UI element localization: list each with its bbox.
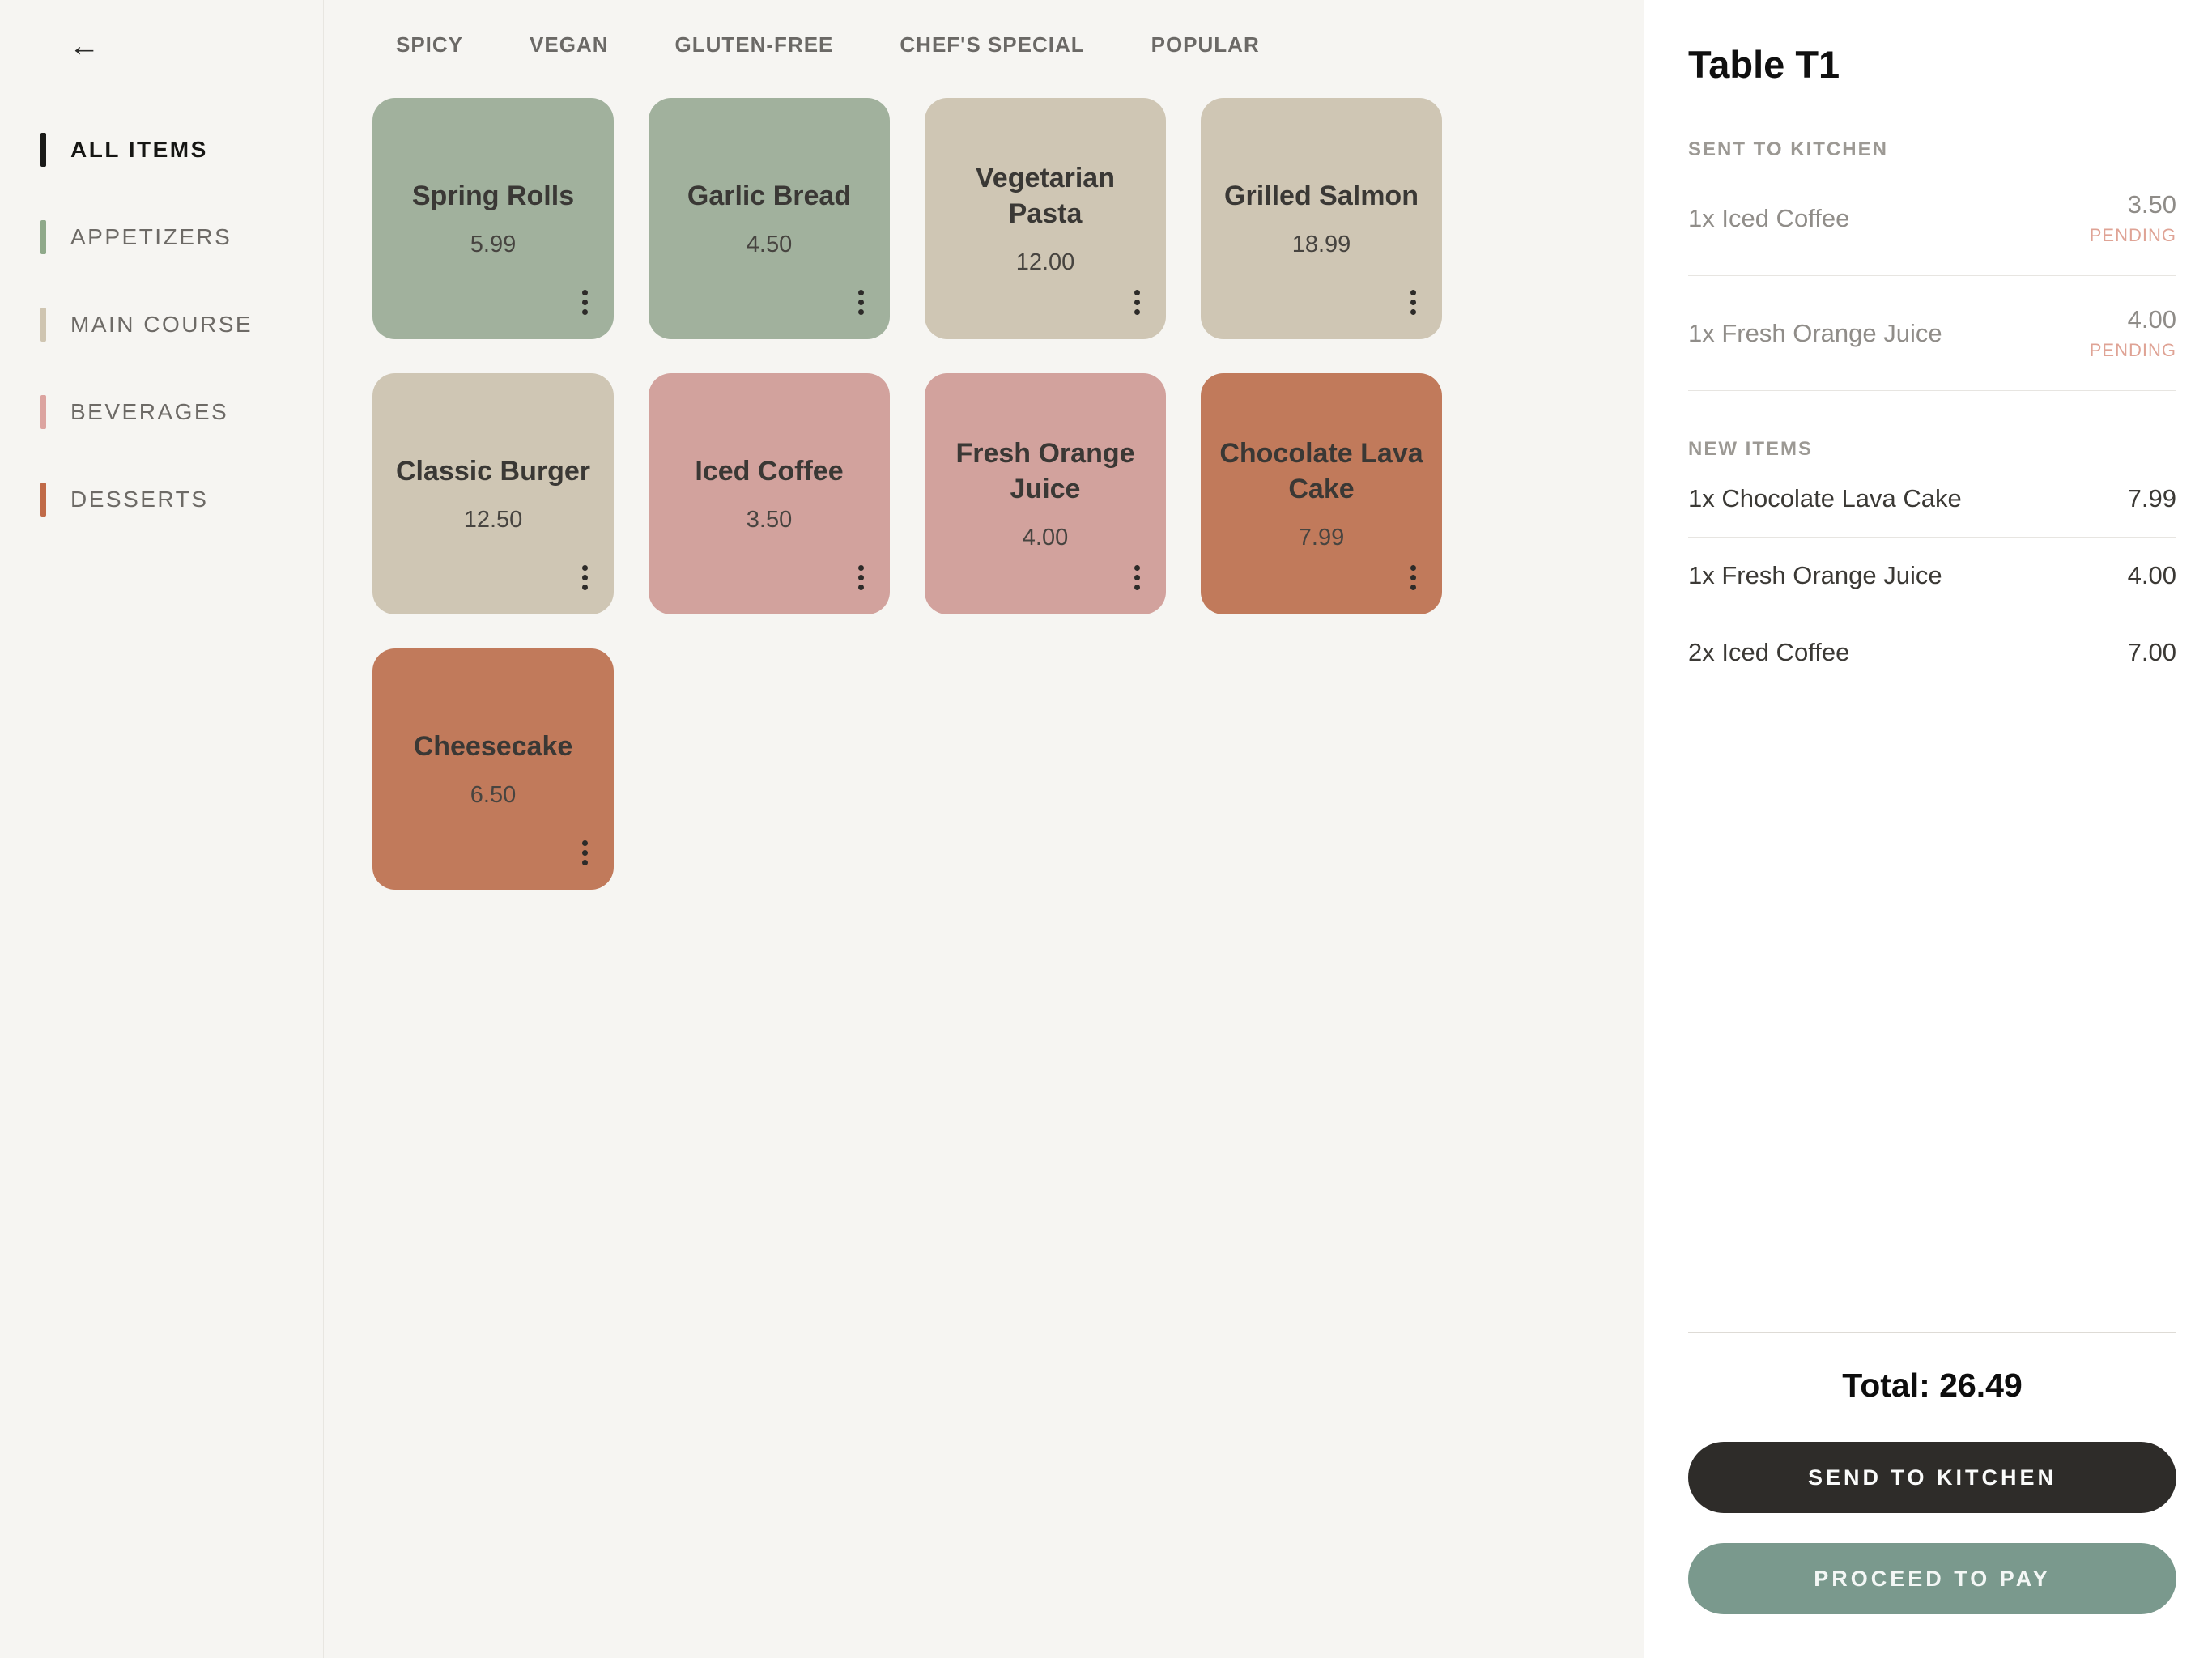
more-options-icon[interactable] bbox=[579, 835, 591, 870]
table-title: Table T1 bbox=[1688, 43, 1840, 86]
category-color-bar bbox=[40, 483, 46, 517]
back-button[interactable]: ← bbox=[69, 31, 100, 62]
order-item-right: 4.00 PENDING bbox=[2090, 305, 2176, 361]
sidebar-item-label: BEVERAGES bbox=[70, 399, 229, 424]
more-options-icon[interactable] bbox=[1407, 559, 1419, 595]
filter-tab[interactable]: SPICY bbox=[396, 32, 464, 57]
proceed-to-pay-button[interactable]: PROCEED TO PAY bbox=[1688, 1543, 2176, 1614]
filter-tabs: SPICY VEGAN GLUTEN-FREE CHEF'S SPECIAL P… bbox=[324, 0, 1644, 57]
new-items-label: NEW ITEMS bbox=[1688, 438, 1813, 460]
category-color-bar bbox=[40, 308, 46, 342]
filter-tab[interactable]: GLUTEN-FREE bbox=[674, 32, 834, 57]
order-item-price: 7.00 bbox=[2127, 638, 2176, 666]
menu-item-price: 12.00 bbox=[1015, 249, 1075, 276]
sidebar-item[interactable]: MAIN COURSE bbox=[40, 308, 323, 342]
order-item-name: 1x Fresh Orange Juice bbox=[1688, 561, 1942, 589]
order-item-name: 1x Fresh Orange Juice bbox=[1688, 318, 1942, 347]
sidebar-item[interactable]: APPETIZERS bbox=[40, 220, 323, 254]
menu-area: SPICY VEGAN GLUTEN-FREE CHEF'S SPECIAL P… bbox=[324, 0, 1644, 1658]
menu-item-name: Iced Coffee bbox=[695, 455, 844, 487]
menu-item-card[interactable]: Classic Burger 12.50 bbox=[372, 373, 614, 614]
order-item-price: 7.99 bbox=[2127, 484, 2176, 512]
menu-item-price: 5.99 bbox=[470, 232, 517, 258]
filter-tab[interactable]: VEGAN bbox=[530, 32, 609, 57]
more-options-icon[interactable] bbox=[579, 284, 591, 320]
order-item-right: 3.50 PENDING bbox=[2090, 190, 2176, 246]
sidebar-item[interactable]: ALL ITEMS bbox=[40, 133, 323, 167]
order-total: Total: 26.49 bbox=[1842, 1367, 2023, 1404]
order-row-new[interactable]: 1x Fresh Orange Juice 4.00 bbox=[1688, 538, 2176, 614]
filter-tab[interactable]: POPULAR bbox=[1151, 32, 1260, 57]
more-options-icon[interactable] bbox=[1131, 284, 1143, 320]
menu-item-price: 7.99 bbox=[1298, 525, 1345, 551]
menu-item-name: Spring Rolls bbox=[411, 180, 575, 211]
order-row-new[interactable]: 1x Chocolate Lava Cake 7.99 bbox=[1688, 461, 2176, 538]
sent-items-list: 1x Iced Coffee 3.50 PENDING 1x Fresh Ora… bbox=[1688, 161, 2176, 391]
menu-item-price: 6.50 bbox=[470, 782, 517, 809]
menu-item-price: 12.50 bbox=[463, 507, 523, 534]
sidebar-item[interactable]: DESSERTS bbox=[40, 483, 323, 517]
more-options-icon[interactable] bbox=[1407, 284, 1419, 320]
menu-item-card[interactable]: Grilled Salmon 18.99 bbox=[1201, 98, 1442, 339]
status-pending-badge: PENDING bbox=[2089, 340, 2176, 360]
order-item-price: 4.00 bbox=[2127, 305, 2176, 334]
menu-item-card[interactable]: Cheesecake 6.50 bbox=[372, 648, 614, 890]
category-color-bar bbox=[40, 133, 46, 167]
more-options-icon[interactable] bbox=[855, 284, 867, 320]
more-options-icon[interactable] bbox=[579, 559, 591, 595]
menu-item-name: Grilled Salmon bbox=[1224, 180, 1419, 211]
order-row-sent[interactable]: 1x Iced Coffee 3.50 PENDING bbox=[1688, 161, 2176, 276]
filter-tab[interactable]: CHEF'S SPECIAL bbox=[900, 32, 1085, 57]
more-options-icon[interactable] bbox=[1131, 559, 1143, 595]
order-row-new[interactable]: 2x Iced Coffee 7.00 bbox=[1688, 614, 2176, 691]
menu-grid: Spring Rolls 5.99 Garlic Bread 4.50 Vege bbox=[372, 98, 1644, 890]
new-items-list: 1x Chocolate Lava Cake 7.99 1x Fresh Ora… bbox=[1688, 461, 2176, 691]
sidebar-item-label: APPETIZERS bbox=[70, 224, 232, 249]
category-color-bar bbox=[40, 220, 46, 254]
order-item-name: 1x Chocolate Lava Cake bbox=[1688, 484, 1962, 512]
sidebar-item-label: MAIN COURSE bbox=[70, 312, 253, 337]
menu-item-price: 3.50 bbox=[746, 507, 793, 534]
more-options-icon[interactable] bbox=[855, 559, 867, 595]
menu-item-price: 18.99 bbox=[1291, 232, 1351, 258]
back-arrow-icon: ← bbox=[69, 29, 100, 63]
menu-item-name: Cheesecake bbox=[413, 730, 573, 762]
order-item-price: 3.50 bbox=[2127, 190, 2176, 219]
send-to-kitchen-button[interactable]: SEND TO KITCHEN bbox=[1688, 1442, 2176, 1513]
sidebar-item-label: ALL ITEMS bbox=[70, 137, 208, 162]
sidebar-item-label: DESSERTS bbox=[70, 487, 209, 512]
menu-item-card[interactable]: Chocolate Lava Cake 7.99 bbox=[1201, 373, 1442, 614]
order-item-price: 4.00 bbox=[2127, 561, 2176, 589]
category-color-bar bbox=[40, 395, 46, 429]
menu-item-card[interactable]: Spring Rolls 5.99 bbox=[372, 98, 614, 339]
menu-item-name: Vegetarian Pasta bbox=[976, 162, 1115, 229]
order-item-name: 2x Iced Coffee bbox=[1688, 638, 1850, 666]
menu-item-price: 4.00 bbox=[1022, 525, 1069, 551]
menu-item-name: Garlic Bread bbox=[687, 180, 852, 211]
menu-item-name: Classic Burger bbox=[396, 455, 590, 487]
menu-item-price: 4.50 bbox=[746, 232, 793, 258]
sent-to-kitchen-label: SENT TO KITCHEN bbox=[1688, 138, 1888, 160]
menu-item-card[interactable]: Fresh Orange Juice 4.00 bbox=[925, 373, 1166, 614]
menu-item-name: Fresh Orange Juice bbox=[955, 437, 1135, 504]
category-list: ALL ITEMS APPETIZERS MAIN COURSE BEVERAG… bbox=[40, 133, 323, 517]
status-pending-badge: PENDING bbox=[2089, 225, 2176, 245]
menu-item-card[interactable]: Iced Coffee 3.50 bbox=[649, 373, 890, 614]
category-sidebar: ← ALL ITEMS APPETIZERS MAIN COURSE bbox=[0, 0, 324, 1658]
sidebar-item[interactable]: BEVERAGES bbox=[40, 395, 323, 429]
order-row-sent[interactable]: 1x Fresh Orange Juice 4.00 PENDING bbox=[1688, 276, 2176, 391]
panel-spacer bbox=[1688, 691, 2176, 1332]
order-panel: Table T1 SENT TO KITCHEN 1x Iced Coffee … bbox=[1644, 0, 2212, 1658]
order-item-name: 1x Iced Coffee bbox=[1688, 203, 1850, 232]
menu-item-card[interactable]: Garlic Bread 4.50 bbox=[649, 98, 890, 339]
menu-item-card[interactable]: Vegetarian Pasta 12.00 bbox=[925, 98, 1166, 339]
menu-item-name: Chocolate Lava Cake bbox=[1219, 437, 1423, 504]
total-divider bbox=[1688, 1332, 2176, 1333]
